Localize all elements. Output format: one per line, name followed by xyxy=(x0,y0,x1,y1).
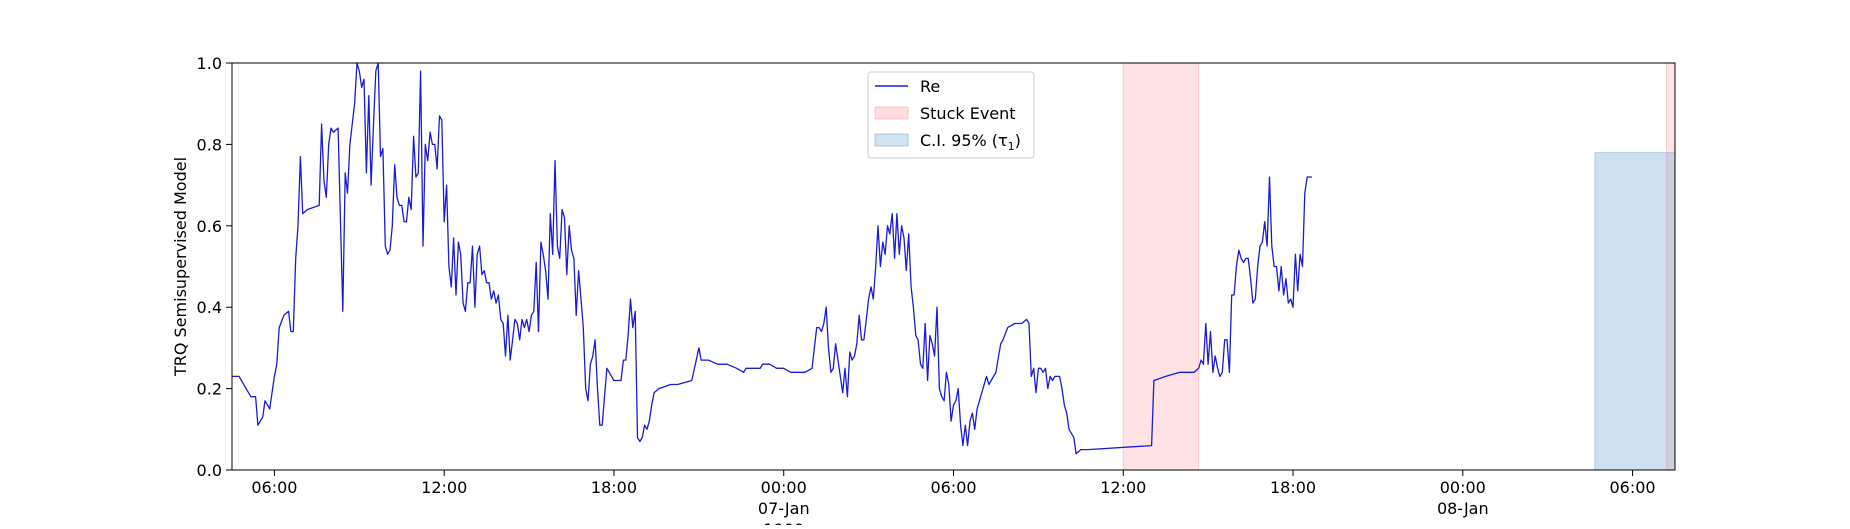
x-tick-label: 06:00 xyxy=(930,478,976,497)
x-axis: 06:00 12:00 18:00 00:00 07-Jan 1900 06:00 12:00… xyxy=(251,470,1656,529)
legend-label: Stuck Event xyxy=(920,104,1016,123)
y-tick-label: 0.6 xyxy=(197,217,222,236)
shaded-region-0 xyxy=(1122,62,1200,471)
series-line-0 xyxy=(232,62,1312,455)
x-tick-label: 18:00 xyxy=(1270,478,1316,497)
y-tick-label: 0.8 xyxy=(197,135,222,154)
x-tick-label: 18:00 xyxy=(591,478,637,497)
legend-label-text: Stuck Event xyxy=(920,104,1016,123)
x-tick-label: 06:00 xyxy=(251,478,297,497)
y-axis: 0.0 0.2 0.4 0.6 0.8 1.0 xyxy=(197,54,232,480)
legend-label-text: Re xyxy=(920,77,940,96)
x-tick-year-label: 1900 xyxy=(763,520,804,525)
legend-label: Re xyxy=(920,77,940,96)
shaded-region-2 xyxy=(1594,152,1676,471)
legend-label-subscript: 1 xyxy=(1008,140,1015,153)
x-tick-label: 12:00 xyxy=(1100,478,1146,497)
y-tick-label: 1.0 xyxy=(197,54,222,73)
x-tick-label: 06:00 xyxy=(1610,478,1656,497)
y-tick-label: 0.2 xyxy=(197,380,222,399)
shaded-regions xyxy=(1122,62,1676,471)
x-tick-label: 00:00 xyxy=(1440,478,1486,497)
x-tick-date-label: 07-Jan xyxy=(758,499,810,518)
legend: Re Stuck Event C.I. 95% (τ1) xyxy=(867,71,1035,159)
legend-label-close: ) xyxy=(1015,131,1021,150)
legend-swatch-patch xyxy=(874,133,909,147)
legend-label-text: C.I. 95% (τ xyxy=(920,131,1008,150)
y-tick-label: 0.0 xyxy=(197,461,222,480)
x-tick-label: 00:00 xyxy=(761,478,807,497)
y-tick-label: 0.4 xyxy=(197,298,222,317)
y-axis-label: TRQ Semisupervised Model xyxy=(171,157,190,377)
legend-frame xyxy=(867,71,1035,159)
legend-swatch-patch xyxy=(874,106,909,120)
x-tick-label: 12:00 xyxy=(421,478,467,497)
series-layer xyxy=(232,62,1312,455)
x-tick-date-label: 08-Jan xyxy=(1437,499,1489,518)
legend-label: C.I. 95% (τ1) xyxy=(920,131,1021,153)
